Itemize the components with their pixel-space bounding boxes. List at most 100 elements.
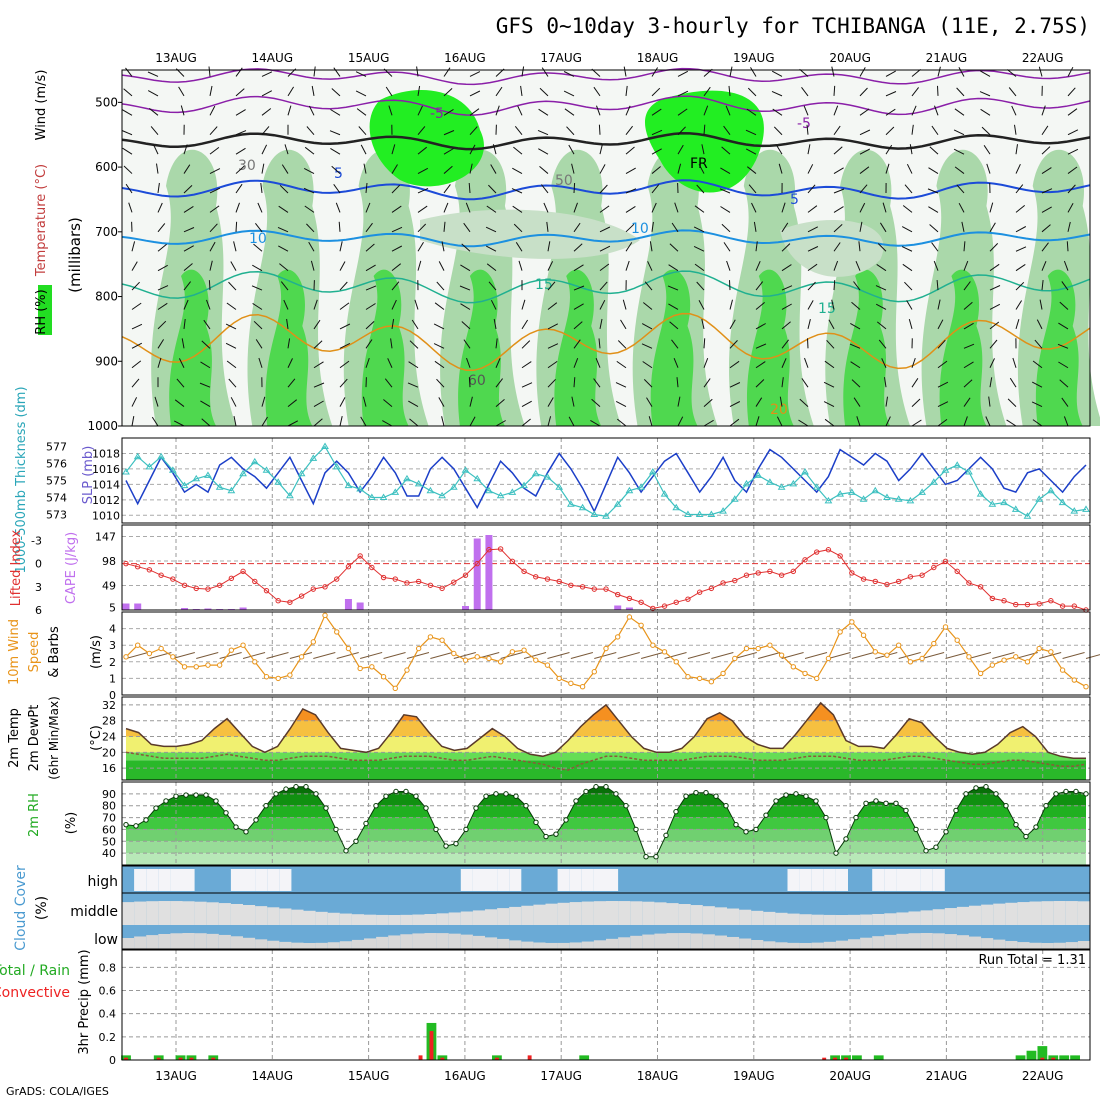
- cloud-middle-gap: [775, 912, 788, 925]
- wind-barb: [823, 401, 835, 408]
- wind-barb: [901, 226, 913, 233]
- wind-barb: [725, 105, 731, 116]
- wind-speed-line: [125, 614, 1087, 690]
- wind-barb: [543, 202, 549, 213]
- wind-barb: [339, 261, 346, 271]
- thickness-point: [602, 512, 610, 519]
- wind-barb: [885, 396, 888, 407]
- wind-barb: [157, 285, 169, 291]
- wind-barb: [937, 360, 948, 369]
- wind-barb: [599, 144, 603, 155]
- rh-frame: [121, 781, 1091, 866]
- cloud-middle-gap: [1005, 902, 1018, 925]
- cloud-low-gap: [230, 936, 243, 949]
- rh-point: [163, 798, 169, 804]
- wind-barb: [755, 416, 760, 427]
- cloud-middle-gap: [678, 904, 691, 925]
- wind-barb: [514, 125, 523, 136]
- thickness-point: [965, 468, 973, 475]
- cloud-middle-gap: [255, 906, 268, 925]
- wind-barb: [1009, 377, 1017, 388]
- cloud-middle-gap: [170, 901, 183, 925]
- wind-barb: [208, 66, 211, 77]
- rh-point: [583, 788, 589, 795]
- wind-barb: [358, 126, 367, 136]
- wind-barb: [625, 205, 636, 213]
- cloud-low-gap: [678, 933, 691, 949]
- wind-barb: [667, 285, 679, 291]
- precip-convective-bar: [418, 1055, 423, 1060]
- li-point: [650, 605, 656, 612]
- wind-barb: [859, 148, 871, 155]
- cloud-low-gap: [509, 940, 522, 949]
- li-point: [931, 564, 937, 571]
- date-label-top: 20AUG: [829, 51, 871, 65]
- wind-barb: [339, 281, 348, 291]
- date-label-bottom: 16AUG: [444, 1069, 486, 1083]
- cloud-middle-gap: [606, 901, 619, 925]
- wind-barb: [801, 86, 809, 97]
- wind-speed-point: [966, 654, 972, 660]
- cloud-middle-gap: [533, 904, 546, 925]
- rh-point: [613, 791, 619, 797]
- isotherm-15: [121, 270, 1091, 304]
- wind-barb: [953, 148, 965, 155]
- wind-barb: [651, 221, 654, 232]
- wind-barb: [651, 202, 657, 213]
- precip-convective-bar: [822, 1057, 827, 1060]
- temp-label-b: 2m DewPt: [27, 705, 42, 772]
- wind-barb: [466, 357, 471, 368]
- rh-point: [553, 831, 559, 837]
- thickness-point: [1035, 495, 1044, 502]
- pressure-tick: 700: [95, 225, 118, 239]
- wind-barb: [779, 396, 783, 407]
- wind-barb: [573, 339, 581, 349]
- wind-barb: [490, 299, 497, 310]
- rh-point: [1053, 791, 1059, 797]
- wind-barb: [258, 357, 263, 368]
- wind-barb: [173, 420, 185, 427]
- li-point: [404, 580, 410, 586]
- wind-barb: [573, 285, 585, 291]
- wind-barb: [781, 377, 784, 388]
- cloud-low-gap: [751, 940, 764, 949]
- cloud-high-gap: [920, 869, 933, 891]
- wind-barb: [208, 280, 211, 291]
- wind-barb: [1041, 224, 1051, 233]
- wind-barb: [539, 87, 549, 97]
- wind-barb: [807, 318, 811, 330]
- thickness-point: [766, 478, 774, 485]
- thickness-line: [125, 445, 1087, 517]
- wind-barb: [547, 281, 556, 291]
- cloud-middle-gap: [327, 912, 340, 925]
- wind-barb: [885, 108, 896, 116]
- wind-barb: [622, 299, 627, 310]
- thickness-point: [145, 462, 154, 470]
- wind-barb: [495, 105, 500, 116]
- wind-barb: [360, 144, 367, 155]
- wind-barb: [885, 70, 896, 77]
- wind-barb: [568, 144, 575, 155]
- surface-wind-barb: [828, 651, 851, 659]
- cloud-middle-gap: [860, 914, 873, 925]
- wind-barb: [183, 299, 189, 310]
- thickness-point: [847, 488, 856, 495]
- cloud-high-gap: [230, 869, 243, 891]
- wind-barb: [596, 105, 601, 116]
- li-point: [1059, 603, 1066, 609]
- wind-barb: [833, 85, 836, 96]
- cloud-high-gap: [279, 869, 292, 891]
- cloud-low-gap: [702, 934, 715, 949]
- li-point: [907, 574, 914, 580]
- li-point: [755, 570, 761, 576]
- cloud-middle-gap: [424, 914, 437, 925]
- wind-barb: [885, 144, 893, 155]
- rh-band-high: [169, 269, 216, 426]
- li-point: [568, 582, 574, 588]
- wind-barb: [255, 339, 263, 349]
- wind-barb: [595, 358, 601, 368]
- wind-barb: [360, 416, 367, 427]
- wind-barb: [911, 124, 914, 135]
- wind-barb: [571, 396, 575, 407]
- wind-barb: [1032, 419, 1043, 427]
